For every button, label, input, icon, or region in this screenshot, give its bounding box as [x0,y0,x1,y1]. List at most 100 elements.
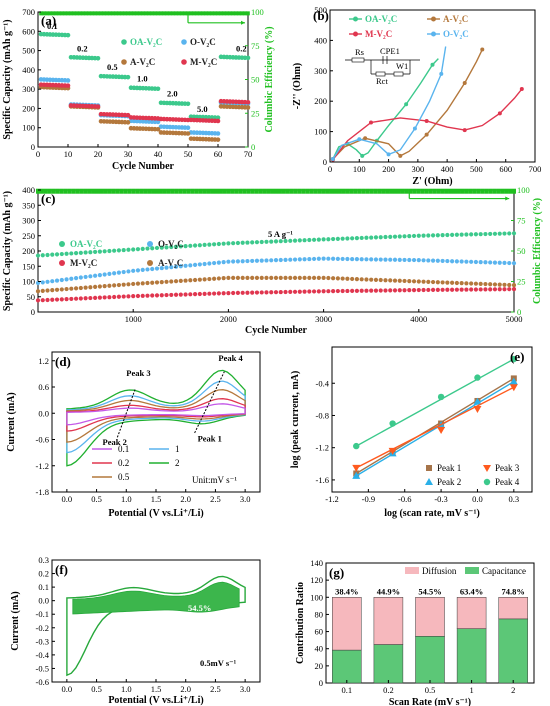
panel-c-efficiency-point [222,188,227,194]
panel-c-point-OA [497,231,502,236]
panel-a-efficiency-point [174,11,178,16]
panel-c-efficiency-point [39,188,44,194]
panel-a-point-O [155,119,161,125]
panel-c-point-OA [278,239,283,244]
panel-a-point-A [215,137,221,142]
panel-b-xtick-label: 600 [499,164,512,174]
panel-c-legend-marker [59,241,65,247]
panel-c-point-OA [359,235,364,241]
panel-c-point-OA [426,233,431,238]
panel-a-efficiency-point [84,11,88,16]
panel-g-bar-diffusion [498,597,528,620]
panel-c-point-O [221,260,226,265]
panel-c-efficiency-point [71,188,76,194]
panel-c-point-O [69,276,74,281]
panel-d-xtick-label: 0.0 [62,494,73,504]
panel-c-efficiency-point [147,188,152,194]
panel-c-point-M [59,297,64,302]
panel-c-point-A [492,282,498,287]
panel-c-efficiency-point [95,188,100,194]
panel-d-ytick-label: -1.2 [36,461,49,471]
panel-e-legend-label: Peak 1 [437,463,461,473]
panel-c-efficiency-point [365,188,370,194]
panel-c-efficiency-point [59,188,64,194]
panel-c-point-OA [54,252,60,257]
panel-c-point-A [302,275,307,280]
panel-c-efficiency-point [226,188,231,194]
panel-f-ylabel: Current (mA) [10,591,21,651]
panel-c-efficiency-point [476,188,481,194]
panel-c-point-O [73,276,79,281]
panel-a-xtick-label: 30 [124,149,133,159]
panel-c-point-M [478,287,483,292]
panel-g-ylabel: Contribution Ratio [295,582,306,664]
panel-c-point-O [450,259,455,264]
panel-c-point-OA [135,247,141,252]
panel-f-xtick-label: 0.5 [91,684,102,694]
panel-c-y2-ytick-label: 75 [517,216,526,226]
panel-c-efficiency-point [63,188,68,194]
panel-c-point-O [254,258,260,263]
panel-g-label: (g) [329,565,344,580]
panel-c-y2-ytick-label: 0 [517,307,521,317]
panel-c-point-A [383,278,388,283]
panel-f-ytick-label: 0.2 [38,569,49,579]
panel-b-point-A [462,80,467,85]
panel-c-point-A [231,275,236,280]
panel-c-point-O [435,258,440,263]
panel-g-bar-diffusion [332,597,362,651]
panel-c-point-A [216,276,221,281]
panel-f-ytick-label: -0.4 [36,650,50,660]
panel-a-efficiency-point [246,11,250,16]
panel-c-efficiency-point [456,188,461,194]
panel-c-point-OA [297,238,302,243]
panel-c-efficiency-point [345,188,350,194]
panel-c-rate-note: 5 A g⁻¹ [268,229,293,239]
panel-e-xlabel: log (scan rate, mV s⁻¹) [384,508,480,519]
panel-c-point-OA [450,232,455,237]
panel-d-ytick-label: 1.2 [38,356,49,366]
panel-c-point-O [445,258,450,264]
panel-c-point-M [207,291,212,296]
panel-c-point-M [54,297,60,302]
panel-c-point-M [321,289,326,294]
panel-e-point [474,374,481,381]
panel-a-ytick-label: 500 [22,46,35,56]
panel-c-point-OA [269,239,274,244]
panel-c-point-O [411,257,417,263]
panel-c-point-M [397,288,402,293]
panel-c-point-M [307,289,312,294]
panel-c-xtick-label: 2000 [220,314,237,324]
panel-c-point-O [131,268,136,273]
panel-c-efficiency-point [353,188,358,194]
panel-c-point-A [121,282,126,287]
panel-c-point-OA [173,244,179,249]
panel-c-point-M [40,298,45,303]
panel-c-efficiency-point [238,188,243,194]
panel-c-point-O [83,274,88,280]
panel-b-point-O [357,137,362,142]
panel-c-point-A [235,275,241,280]
panel-c-point-A [421,279,426,284]
panel-c-point-A [426,279,431,284]
panel-c-point-A [326,275,331,281]
panel-c-point-A [454,280,459,286]
panel-e-ytick-label: -1.2 [316,443,329,453]
panel-c-xtick-label: 4000 [410,314,427,324]
panel-c-efficiency-point [329,188,334,194]
panel-c-point-OA [221,241,226,246]
panel-e-fit-line [355,386,515,469]
panel-a-ytick-label: 100 [22,123,35,133]
panel-a-legend-label: OA-V₂C [130,37,162,47]
panel-c-point-M [283,289,288,295]
panel-b-point-O [386,152,391,157]
panel-g-bar-diffusion [456,597,487,629]
panel-g-bar-capacitance [332,649,362,684]
panel-g-xtick-label: 1 [469,685,473,695]
panel-c-legend-marker [147,260,153,266]
panel-c-point-M [316,289,321,294]
panel-c-efficiency-point [210,188,215,194]
panel-c-point-M [335,288,340,294]
panel-c-efficiency-point [155,188,159,194]
panel-b-point-OA [360,153,365,158]
